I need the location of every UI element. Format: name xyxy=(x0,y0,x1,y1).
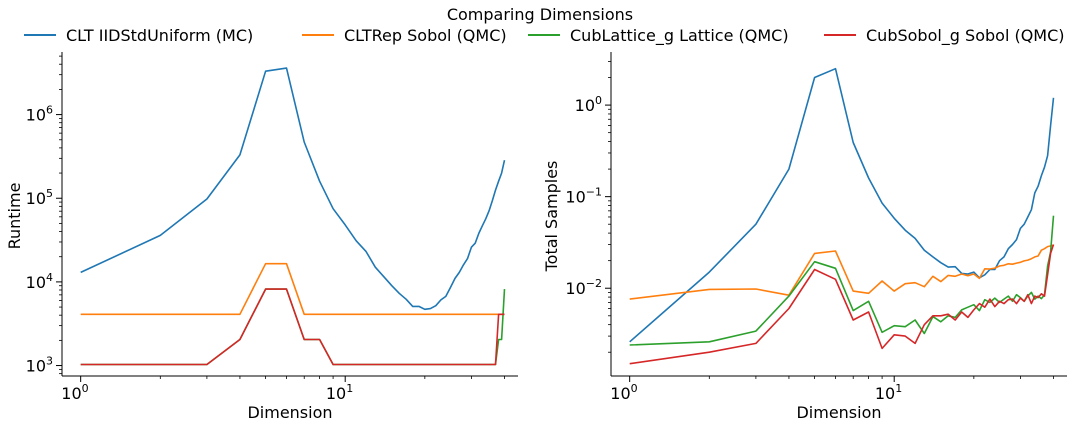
y-tick-label: 105 xyxy=(26,187,53,208)
series-line-1-2 xyxy=(80,262,505,316)
legend-label-sob: CubSobol_g Sobol (QMC) xyxy=(866,25,1065,45)
legend: CLT IIDStdUniform (MC) CLTRep Sobol (QMC… xyxy=(0,24,1080,46)
legend-swatch-sob xyxy=(824,34,856,36)
legend-label-lat: CubLattice_g Lattice (QMC) xyxy=(570,25,789,45)
series-line-1-1 xyxy=(80,67,506,311)
series-line-2-2 xyxy=(629,244,1054,300)
legend-label-rep: CLTRep Sobol (QMC) xyxy=(344,25,507,45)
legend-swatch-lat xyxy=(528,34,560,36)
legend-label-mc: CLT IIDStdUniform (MC) xyxy=(66,25,254,45)
y-tick-label: 106 xyxy=(26,104,53,125)
plot-panel-2: 100 101 10−2 10−1 100 Dimension Total Samples xyxy=(542,52,1067,422)
series-line-2-4 xyxy=(629,244,1055,365)
plot-panel-1: 100 101 103 104 105 106 Dimension Runtime xyxy=(5,52,518,422)
figure-title: Comparing Dimensions xyxy=(446,5,634,24)
legend-item-sob: CubSobol_g Sobol (QMC) xyxy=(824,24,1065,46)
x-axis-label: Dimension xyxy=(247,403,332,422)
x-tick-label: 101 xyxy=(875,382,902,403)
y-tick-label: 100 xyxy=(575,94,602,115)
legend-item-mc: CLT IIDStdUniform (MC) xyxy=(24,24,253,46)
y-tick-label: 104 xyxy=(26,271,53,292)
legend-item-lat: CubLattice_g Lattice (QMC) xyxy=(528,24,789,46)
series-line-2-3 xyxy=(629,215,1055,346)
y-tick-label: 10−2 xyxy=(565,277,602,298)
y-axis-label: Runtime xyxy=(5,183,24,250)
x-tick-label: 101 xyxy=(326,382,353,403)
x-tick-label: 100 xyxy=(61,382,88,403)
y-axis-label: Total Samples xyxy=(542,161,561,273)
series-line-1-4 xyxy=(80,288,505,366)
legend-swatch-rep xyxy=(302,34,334,36)
series-line-2-1 xyxy=(629,67,1055,343)
y-tick-label: 10−1 xyxy=(565,186,602,207)
x-axis-label: Dimension xyxy=(796,403,881,422)
legend-item-rep: CLTRep Sobol (QMC) xyxy=(302,24,507,46)
x-tick-label: 100 xyxy=(610,382,637,403)
y-tick-label: 103 xyxy=(26,355,53,376)
legend-swatch-mc xyxy=(24,34,56,36)
